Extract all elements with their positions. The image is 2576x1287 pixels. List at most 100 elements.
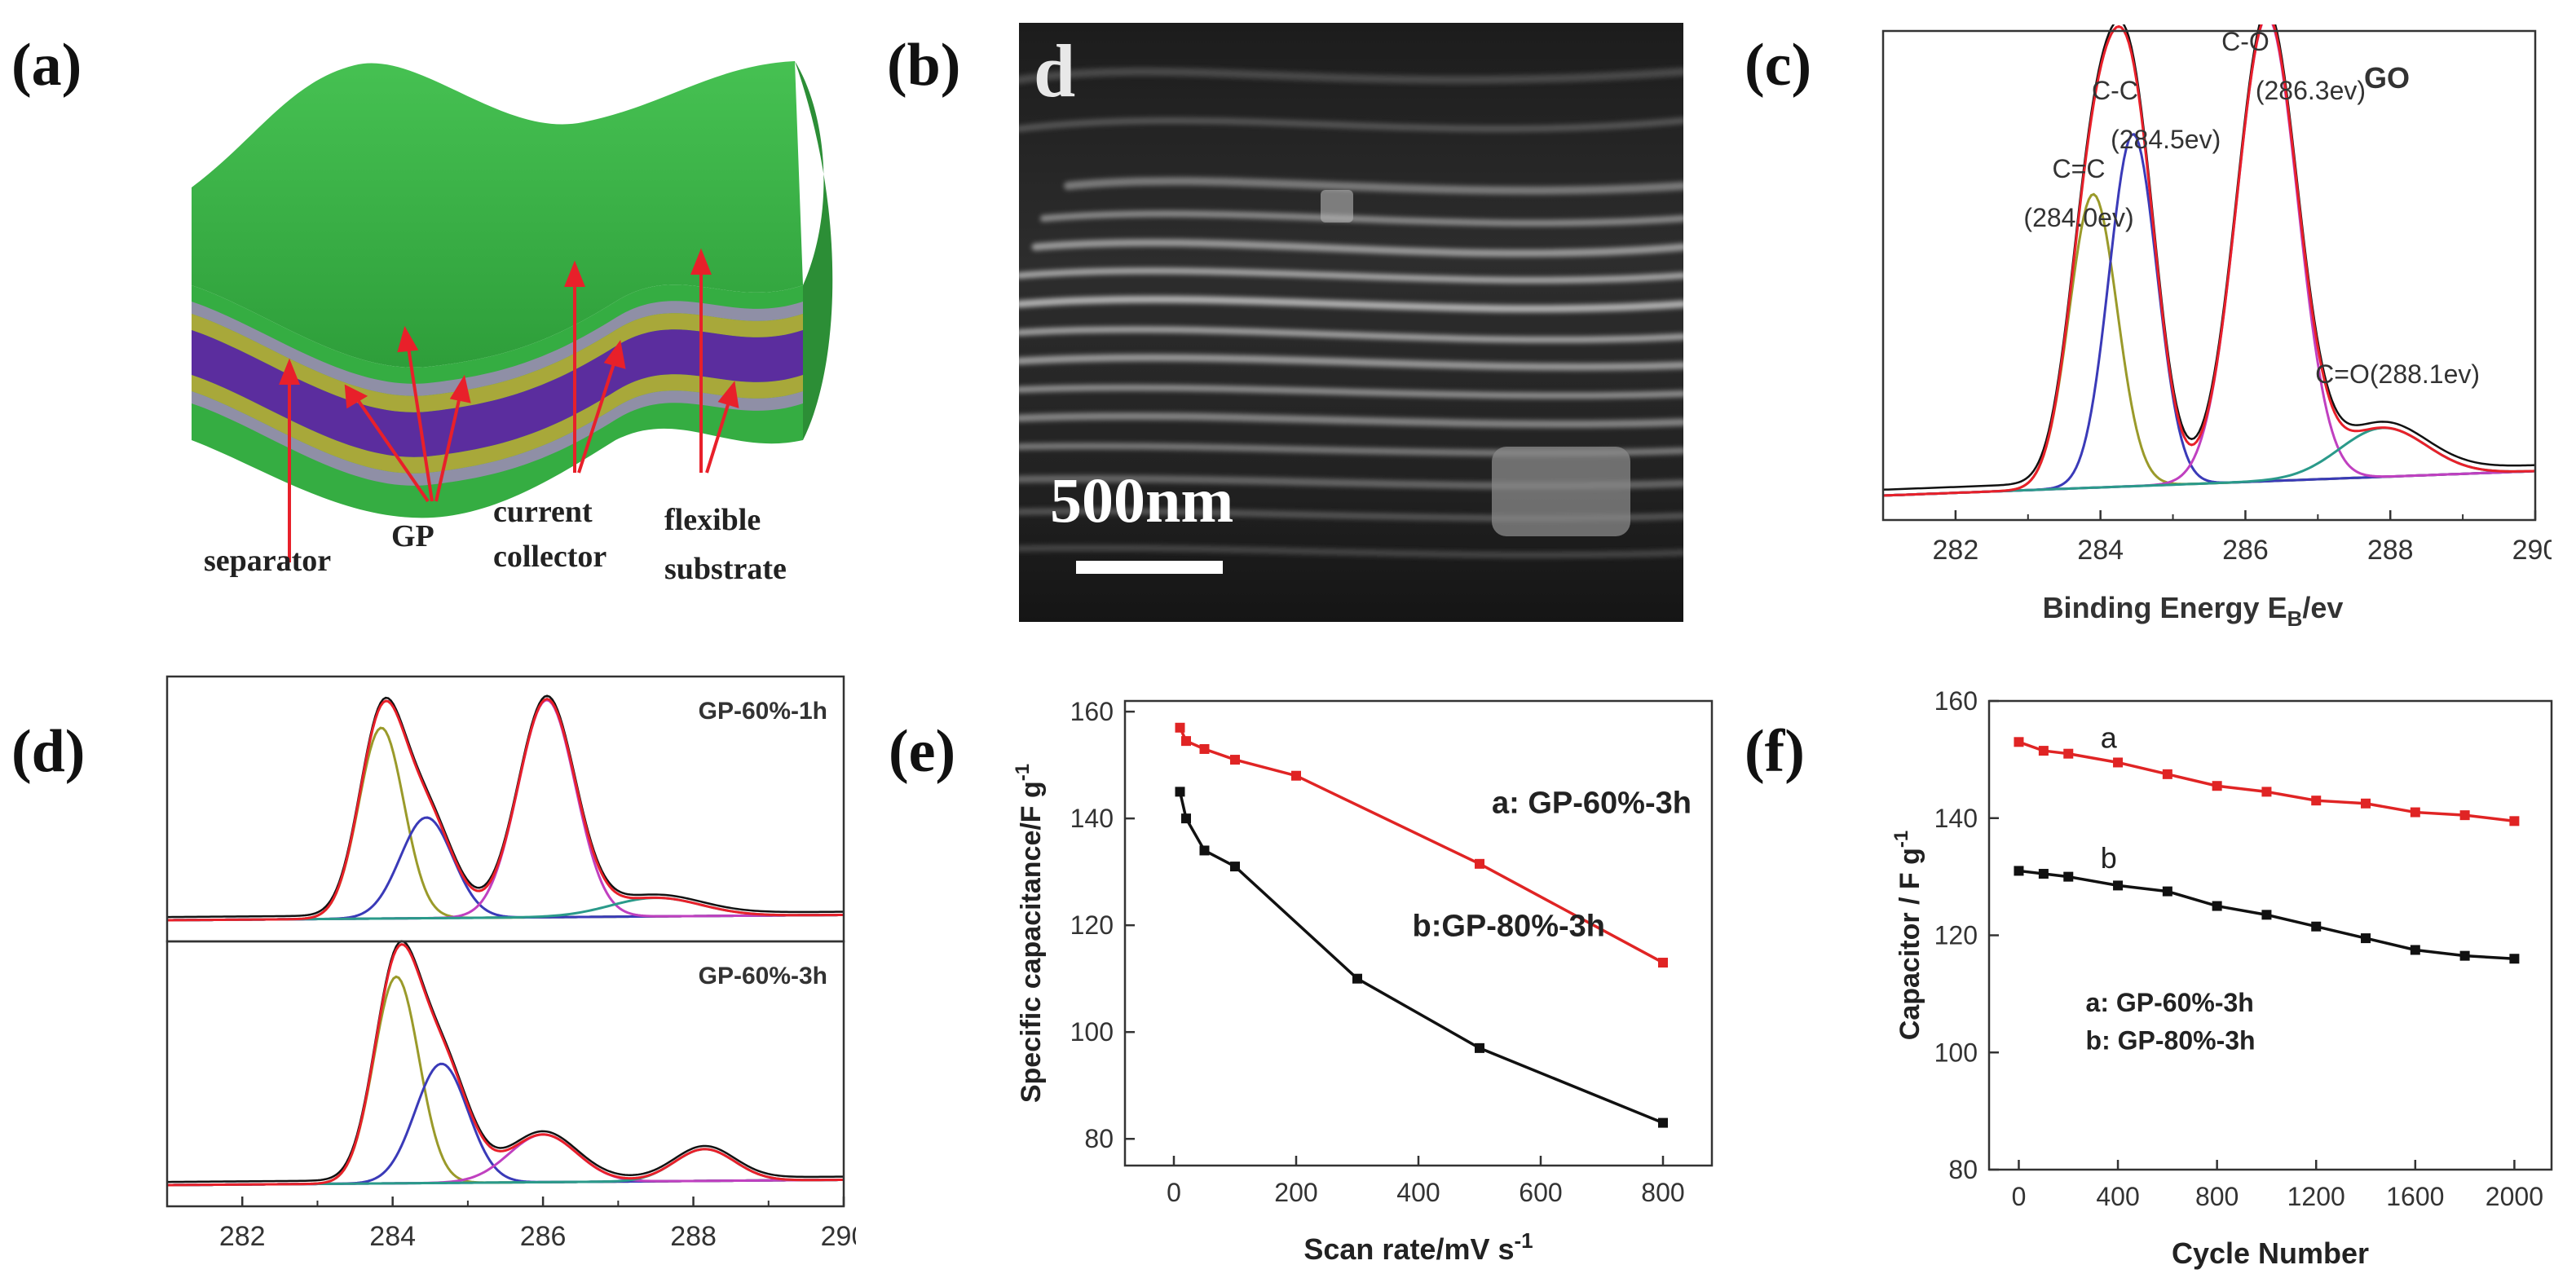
- x-tick-label: 400: [1396, 1178, 1440, 1207]
- layer-gray-1: [192, 301, 803, 396]
- x-tick-label: 600: [1519, 1178, 1562, 1207]
- y-tick-label: 120: [1070, 910, 1114, 940]
- fit-envelope-1: [166, 698, 845, 922]
- x-tick-label: 282: [219, 1221, 266, 1252]
- fit-envelope-2: [166, 943, 845, 1187]
- data-point-0: [2063, 748, 2074, 759]
- y-axis-label-sup: -1: [1891, 831, 1912, 848]
- y-tick-label: 100: [1934, 1038, 1978, 1067]
- y-axis-label-main: Specific capacitance/F g: [1016, 781, 1047, 1103]
- xps-gp-chart: GP-60%-1h GP-60%-3h 282 284 286 288 290 Binding…: [165, 675, 856, 1281]
- x-tick-label: 284: [369, 1221, 416, 1252]
- panel-label-c: (c): [1745, 32, 1812, 99]
- plot-frame: [1881, 29, 2537, 522]
- label-separator: separator: [204, 544, 331, 578]
- x-axis-label-main: Binding Energy E: [2043, 591, 2287, 624]
- layer-purple: [192, 329, 803, 457]
- x-tick-label: 282: [1933, 535, 1979, 566]
- data-point-1: [2162, 886, 2172, 897]
- data-point-0: [2038, 746, 2049, 756]
- label-collector: collector: [493, 540, 607, 574]
- peak-annotation: C-C: [2092, 76, 2138, 105]
- x-axis-label-sup: -1: [1515, 1228, 1533, 1253]
- x-tick-label: 284: [2077, 535, 2124, 566]
- data-point-0: [2014, 737, 2024, 747]
- x-axis-label: Binding Energy EB/ev: [2043, 591, 2344, 631]
- data-point-0: [2509, 816, 2520, 826]
- data-point-1: [2459, 950, 2470, 961]
- raw-spectrum-0: [1882, 24, 2536, 491]
- data-point-1: [1230, 862, 1240, 872]
- x-axis-label: Binding Energy EB/ev: [339, 1279, 640, 1281]
- x-axis-label: Scan rate/mV s-1: [1303, 1228, 1533, 1266]
- data-point-1: [1475, 1042, 1484, 1053]
- layer-olive-1: [192, 313, 803, 412]
- data-point-0: [2459, 810, 2470, 821]
- x-axis-label-main: Cycle Number: [2172, 1236, 2369, 1270]
- series-tag-b: b: [2101, 841, 2117, 875]
- y-tick-label: 80: [1948, 1155, 1978, 1184]
- label-current: current: [493, 495, 593, 529]
- label-substrate: substrate: [664, 552, 787, 586]
- x-tick-label: 800: [1641, 1178, 1684, 1207]
- x-tick-label: 1600: [2386, 1182, 2444, 1211]
- component-peak-0-0: [1882, 192, 2536, 497]
- x-axis-label-sub: B: [2287, 606, 2303, 631]
- label-flexible: flexible: [664, 503, 761, 537]
- x-tick-label: 200: [1274, 1178, 1317, 1207]
- x-axis-label-main: Binding Energy E: [339, 1279, 584, 1281]
- data-point-0: [1658, 958, 1668, 968]
- panel-label-e: (e): [889, 718, 956, 785]
- data-point-0: [1181, 736, 1191, 747]
- component-peak-1-0: [166, 726, 845, 922]
- x-tick-label: 400: [2096, 1182, 2139, 1211]
- substrate-side-face: [795, 61, 833, 440]
- data-point-0: [2311, 796, 2322, 806]
- x-tick-label: 2000: [2486, 1182, 2543, 1211]
- x-axis-label-tail: /ev: [2302, 591, 2343, 624]
- y-tick-label: 100: [1070, 1017, 1114, 1047]
- peak-annotation: (284.0ev): [2023, 203, 2133, 232]
- y-tick-label: 160: [1934, 686, 1978, 716]
- data-point-1: [1181, 813, 1191, 824]
- data-point-1: [1352, 973, 1362, 984]
- x-tick-label: 1200: [2287, 1182, 2345, 1211]
- data-point-0: [2162, 769, 2172, 779]
- data-point-1: [2361, 933, 2371, 944]
- sem-micrograph: d 500nm: [1019, 23, 1683, 622]
- data-point-0: [1199, 743, 1210, 754]
- annotation-arrows: [279, 248, 739, 562]
- layer-olive-2: [192, 374, 803, 474]
- data-point-0: [2113, 757, 2124, 768]
- y-axis-label: Capacitor / F g-1: [1891, 831, 1925, 1040]
- x-tick-label: 290: [2512, 535, 2552, 566]
- y-tick-label: 140: [1934, 804, 1978, 833]
- capacitance-vs-scan-rate-chart: 0 200 400 600 800 80 100 120 140 160 Scan rate/mV …: [1012, 697, 1714, 1266]
- series-label-0: a: GP-60%-3h: [1492, 787, 1692, 821]
- y-axis-label-main: Capacitor / F g: [1895, 848, 1925, 1040]
- substrate-top-surface: [192, 61, 803, 368]
- fit-envelope-0: [1882, 24, 2536, 497]
- data-point-1: [1199, 845, 1210, 856]
- data-point-0: [2410, 807, 2420, 818]
- series-line-1: [1178, 791, 1664, 1125]
- x-axis-label-main: Scan rate/mV s: [1303, 1232, 1514, 1266]
- data-point-0: [2261, 787, 2272, 797]
- data-point-1: [2509, 954, 2520, 964]
- device-schematic: separator GP current collector flexible …: [192, 61, 833, 586]
- data-point-1: [2311, 921, 2322, 932]
- xps-go-chart: 282 284 286 288 290 Binding Energy EB/ev GO C=C…: [1881, 24, 2552, 631]
- panel-label-f: (f): [1745, 718, 1805, 785]
- data-point-1: [2261, 910, 2272, 920]
- peak-annotation: C=O(288.1ev): [2315, 359, 2480, 389]
- y-tick-label: 120: [1934, 921, 1978, 950]
- data-point-1: [2014, 866, 2024, 876]
- x-tick-label: 0: [1167, 1178, 1181, 1207]
- x-axis-label: Cycle Number: [2172, 1236, 2369, 1270]
- data-point-0: [1291, 770, 1301, 781]
- peak-annotation: (286.3ev): [2256, 76, 2366, 105]
- x-tick-label: 286: [520, 1221, 567, 1252]
- data-point-1: [2212, 901, 2222, 911]
- y-axis-label: Specific capacitance/F g-1: [1012, 764, 1047, 1103]
- data-point-0: [2212, 781, 2222, 791]
